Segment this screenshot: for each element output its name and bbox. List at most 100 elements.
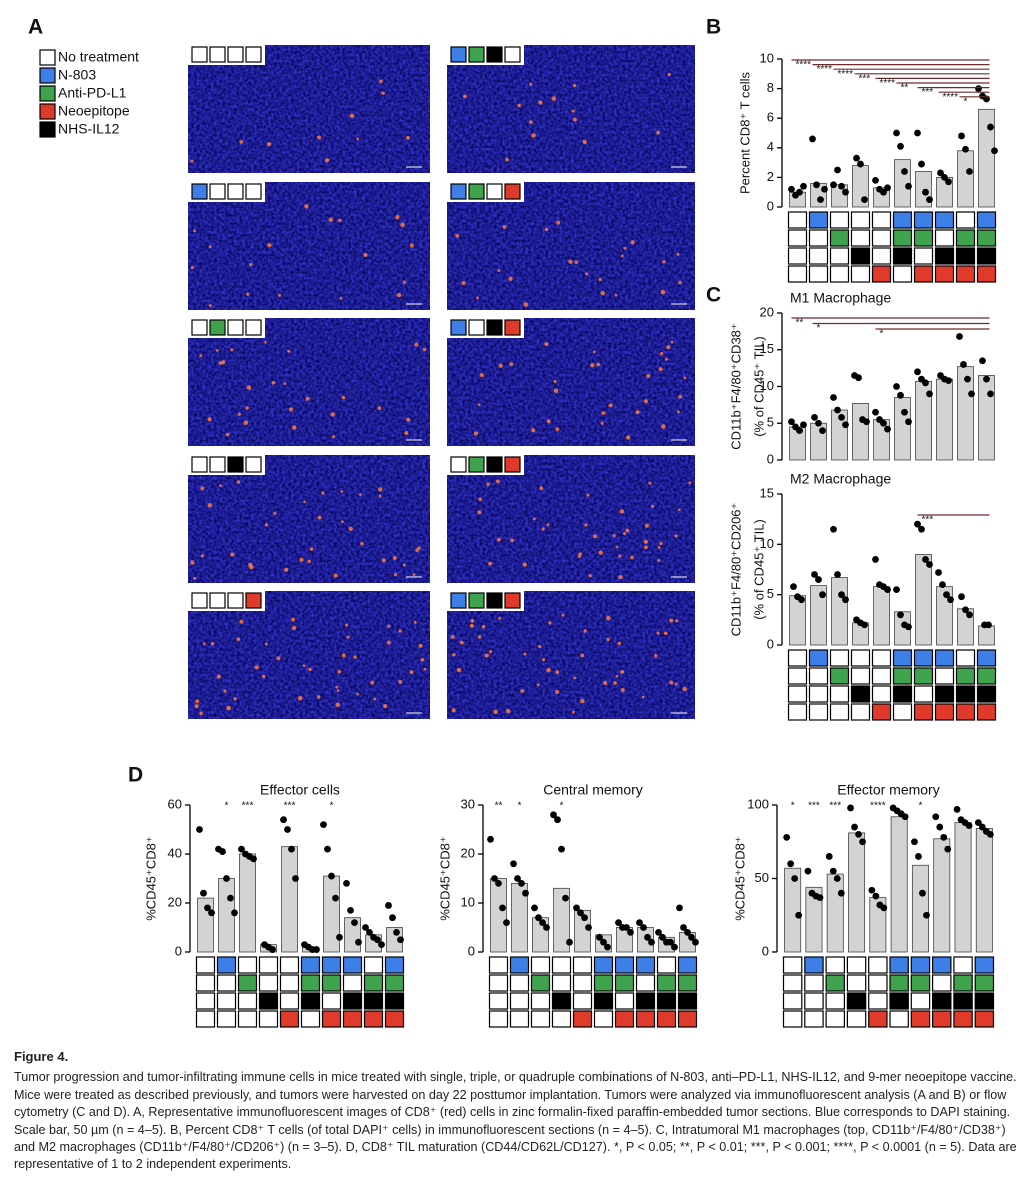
cd8-cell (678, 280, 682, 285)
data-point (320, 821, 327, 828)
y-tick-label: 4 (767, 139, 774, 154)
cd8-cell (618, 574, 623, 580)
y-tick-label: 10 (760, 50, 774, 65)
cd8-cell (267, 142, 272, 147)
data-point (671, 943, 678, 951)
treatment-cell (384, 974, 405, 992)
treatment-cell (934, 229, 955, 247)
data-point (914, 368, 921, 376)
data-point (974, 819, 982, 827)
cd8-cell (520, 689, 525, 693)
cd8-cell (667, 72, 671, 77)
cd8-cell (659, 351, 664, 356)
data-point (815, 576, 822, 583)
cd8-cell (670, 340, 674, 344)
y-tick-label: 8 (767, 80, 774, 95)
tile-key-cell (191, 456, 208, 473)
data-point (355, 938, 362, 946)
cd8-cell (409, 243, 414, 248)
treatment-cell (976, 211, 997, 229)
bar (553, 887, 570, 953)
tile-key-cell (486, 183, 503, 200)
cd8-cell (532, 517, 536, 521)
panel-label: A (28, 16, 43, 39)
data-point (830, 525, 837, 533)
treatment-cell (871, 265, 892, 283)
tile-key-cell (468, 183, 485, 200)
tile-key-cell (209, 456, 226, 473)
treatment-cell (614, 1010, 635, 1028)
cd8-cell (463, 94, 467, 99)
cd8-cell (630, 240, 635, 245)
cd8-cell (336, 689, 340, 692)
legend-swatch (39, 103, 56, 120)
data-point (830, 394, 837, 401)
cd8-cell (402, 280, 406, 284)
data-point (947, 596, 954, 604)
treatment-cell (976, 685, 997, 703)
tile-key-cell (468, 592, 485, 609)
treatment-cell (889, 992, 909, 1010)
treatment-cell (913, 211, 934, 229)
cd8-cell (392, 556, 397, 561)
cd8-cell (510, 538, 514, 543)
cd8-cell (264, 523, 268, 527)
data-point (945, 178, 952, 186)
cd8-cell (378, 494, 382, 498)
treatment-cell (953, 1010, 973, 1028)
cd8-cell (528, 120, 533, 125)
bar (911, 864, 929, 953)
chart-title: Central memory (543, 782, 643, 798)
cd8-cell (194, 704, 199, 709)
bar (852, 403, 869, 461)
treatment-cell (931, 956, 952, 974)
significance-label: ** (495, 801, 503, 812)
data-point (811, 571, 818, 578)
data-point (901, 408, 908, 416)
data-point (503, 919, 510, 926)
cd8-cell (233, 697, 237, 701)
data-point (351, 919, 358, 926)
micrograph-texture (447, 455, 695, 583)
data-point (328, 872, 335, 880)
micrograph-texture (188, 182, 430, 310)
cd8-cell (459, 640, 464, 645)
data-point (975, 85, 982, 92)
cd8-cell (236, 480, 241, 484)
treatment-cell (677, 992, 698, 1010)
cd8-cell (218, 361, 223, 365)
treatment-cell (913, 247, 934, 265)
significance-label: **** (880, 78, 896, 89)
treatment-cell (829, 667, 850, 685)
treatment-cell (195, 1010, 216, 1028)
tile-key-cell (191, 592, 208, 609)
data-point (343, 880, 350, 887)
cd8-cell (284, 567, 289, 572)
treatment-cell (871, 211, 892, 229)
treatment-cell (635, 992, 656, 1010)
data-point (834, 571, 841, 578)
bar (789, 595, 806, 646)
tile-key-cell (209, 46, 226, 63)
y-tick-label: 40 (168, 845, 182, 860)
cd8-cell (395, 214, 400, 220)
data-point (893, 129, 900, 137)
cd8-cell (580, 698, 585, 704)
treatment-cell (363, 974, 384, 992)
cd8-cell (502, 225, 507, 229)
treatment-cell (868, 956, 888, 974)
micrograph-texture (188, 318, 430, 446)
significance-label: * (518, 801, 522, 812)
data-point (983, 375, 990, 383)
cd8-cell (195, 699, 200, 704)
data-point (922, 556, 929, 563)
data-point (692, 938, 699, 946)
data-point (790, 583, 797, 591)
cd8-cell (226, 705, 231, 711)
treatment-cell (804, 974, 824, 992)
cd8-cell (321, 491, 325, 495)
tile-key-cell (486, 46, 503, 63)
cd8-cell (593, 534, 597, 539)
data-point (953, 806, 961, 813)
bar (978, 375, 995, 461)
